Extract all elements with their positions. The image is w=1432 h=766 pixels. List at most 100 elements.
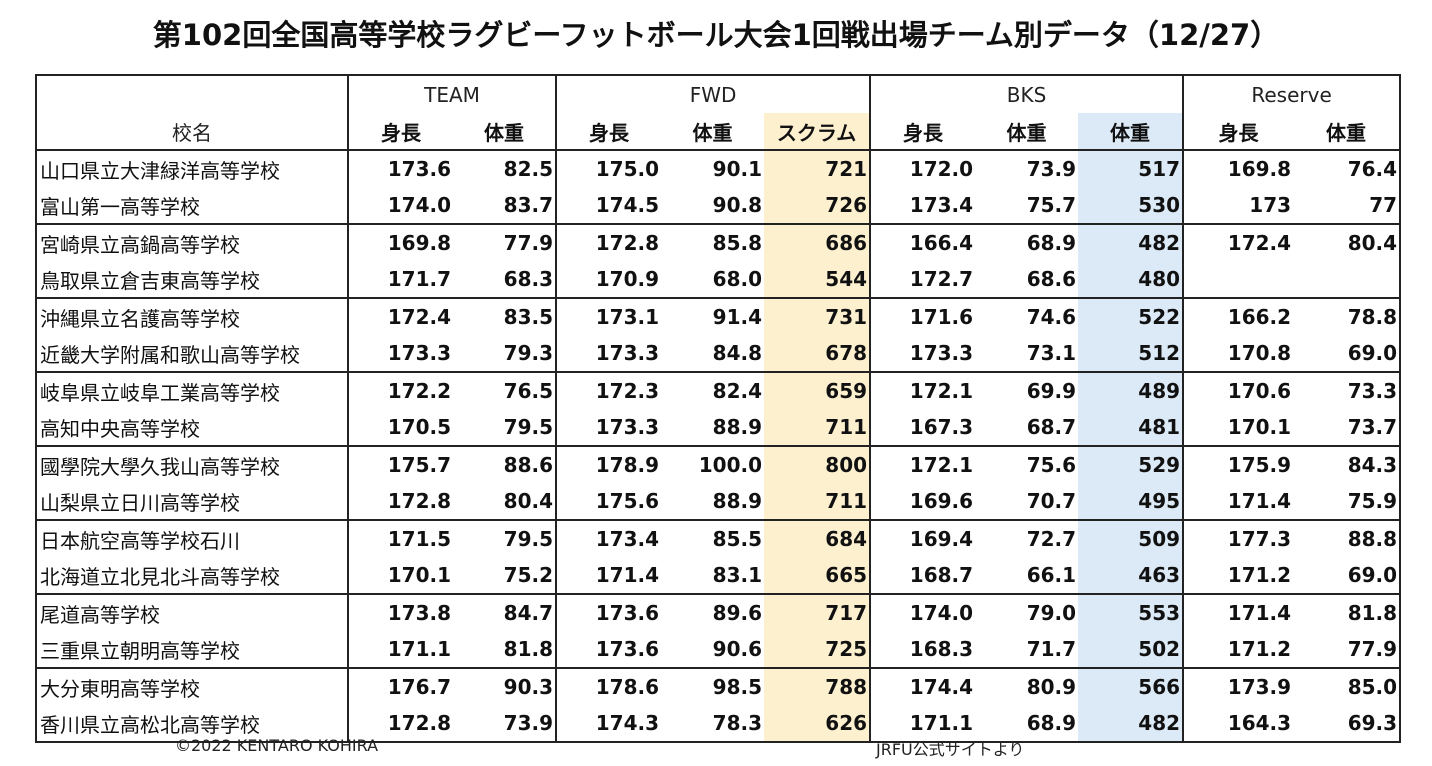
team-weight-cell: 73.9 — [503, 711, 554, 735]
team-weight-cell: 82.5 — [503, 157, 554, 181]
bks-height-cell: 168.3 — [869, 631, 976, 669]
reserve-weight-cell: 85.0 — [1347, 675, 1398, 699]
table-row: 富山第一高等学校 174.0 83.7 174.5 90.8 726 173.4 75.7 53… — [36, 187, 1401, 225]
reserve-weight-cell: 81.8 — [1347, 601, 1398, 625]
bks-total-weight-cell: 566 — [1078, 668, 1184, 705]
reserve-height-cell: 170.1 — [1182, 409, 1294, 447]
scrum-weight-cell: 726 — [764, 187, 871, 225]
scrum-weight-cell: 659 — [764, 372, 871, 409]
reserve-height-cell: 170.6 — [1182, 372, 1294, 409]
bks-weight-cell: 70.7 — [975, 483, 1079, 521]
scrum-weight-cell: 686 — [764, 224, 871, 261]
fwd-weight-cell: 91.4 — [712, 305, 763, 329]
school-name-cell: 鳥取県立倉吉東高等学校 — [36, 261, 348, 299]
group-header-bks: BKS — [869, 75, 1184, 113]
fwd-height-cell: 173.3 — [555, 335, 662, 373]
reserve-weight-cell: 77 — [1293, 187, 1401, 225]
group-header-reserve: Reserve — [1182, 75, 1401, 113]
fwd-weight-cell: 88.9 — [661, 483, 765, 521]
school-name-cell: 宮崎県立高鍋高等学校 — [40, 232, 240, 257]
team-weight-cell: 68.3 — [453, 261, 557, 299]
team-height-cell: 171.7 — [347, 261, 453, 299]
bks-total-weight-cell: 482 — [1078, 705, 1184, 742]
copyright-text: ©2022 KENTARO KOHIRA — [175, 736, 379, 755]
school-name-cell: 香川県立高松北高等学校 — [40, 712, 260, 737]
school-name-cell: 富山第一高等学校 — [36, 187, 348, 225]
scrum-weight-cell: 721 — [764, 150, 871, 187]
team-height-cell: 176.7 — [347, 668, 453, 705]
scrum-weight-cell: 788 — [764, 668, 871, 705]
fwd-height-cell: 178.6 — [555, 668, 662, 705]
fwd-weight-cell: 100.0 — [698, 453, 763, 477]
table-row: 宮崎県立高鍋高等学校 169.8 77.9 172.8 85.8 686 166.4 68.9… — [36, 224, 1400, 261]
bks-weight-cell: 66.1 — [975, 557, 1079, 595]
bks-total-weight-cell: 512 — [1078, 335, 1184, 373]
bks-total-weight-cell: 463 — [1078, 557, 1184, 595]
reserve-height-cell — [1182, 261, 1294, 299]
fwd-weight-cell: 78.3 — [712, 711, 763, 735]
team-weight-cell: 90.3 — [503, 675, 554, 699]
bks-height-cell: 169.6 — [869, 483, 976, 521]
fwd-weight-cell: 85.5 — [712, 527, 763, 551]
reserve-weight-cell: 78.8 — [1347, 305, 1398, 329]
team-height-cell: 175.7 — [347, 446, 453, 483]
column-header-team-height: 身長 — [347, 113, 453, 151]
table-row: 香川県立高松北高等学校 172.8 73.9 174.3 78.3 626 171.1 68.… — [36, 705, 1400, 742]
reserve-weight-cell: 80.4 — [1347, 231, 1398, 255]
reserve-weight-cell — [1293, 261, 1401, 299]
team-weight-cell: 80.4 — [453, 483, 557, 521]
scrum-weight-cell: 711 — [764, 483, 871, 521]
team-weight-cell: 76.5 — [503, 379, 554, 403]
bks-weight-cell: 68.6 — [975, 261, 1079, 299]
school-name-cell: 北海道立北見北斗高等学校 — [36, 557, 348, 595]
team-height-cell: 170.5 — [347, 409, 453, 447]
bks-height-cell: 166.4 — [869, 224, 976, 261]
scrum-weight-cell: 678 — [764, 335, 871, 373]
team-height-cell: 174.0 — [347, 187, 453, 225]
bks-total-weight-cell: 522 — [1078, 298, 1184, 335]
bks-weight-cell: 72.7 — [1026, 527, 1077, 551]
fwd-height-cell: 173.1 — [555, 298, 662, 335]
bks-weight-cell: 68.9 — [1026, 711, 1077, 735]
scrum-weight-cell: 717 — [764, 594, 871, 631]
bks-total-weight-cell: 502 — [1078, 631, 1184, 669]
school-name-cell: 山梨県立日川高等学校 — [36, 483, 348, 521]
group-header-fwd: FWD — [555, 75, 871, 113]
bks-weight-cell: 74.6 — [1026, 305, 1077, 329]
reserve-height-cell: 170.8 — [1182, 335, 1294, 373]
fwd-height-cell: 173.6 — [555, 631, 662, 669]
team-weight-cell: 81.8 — [453, 631, 557, 669]
column-header-fwd-height: 身長 — [555, 113, 662, 151]
bks-height-cell: 173.4 — [869, 187, 976, 225]
table-row: 北海道立北見北斗高等学校 170.1 75.2 171.4 83.1 665 168.7 66… — [36, 557, 1401, 595]
team-weight-cell: 79.5 — [453, 409, 557, 447]
table-row: 山口県立大津緑洋高等学校 173.6 82.5 175.0 90.1 721 172.0 73… — [36, 150, 1400, 187]
school-name-cell: 三重県立朝明高等学校 — [36, 631, 348, 669]
table-row: 大分東明高等学校 176.7 90.3 178.6 98.5 788 174.4 80.9 56… — [36, 668, 1400, 705]
team-weight-cell: 84.7 — [503, 601, 554, 625]
fwd-height-cell: 173.6 — [555, 594, 662, 631]
fwd-weight-cell: 85.8 — [712, 231, 763, 255]
bks-height-cell: 172.7 — [869, 261, 976, 299]
fwd-height-cell: 175.0 — [555, 150, 662, 187]
fwd-weight-cell: 90.6 — [661, 631, 765, 669]
fwd-height-cell: 171.4 — [555, 557, 662, 595]
bks-height-cell: 167.3 — [869, 409, 976, 447]
column-header-fwd-weight: 体重 — [661, 113, 765, 151]
fwd-height-cell: 174.5 — [555, 187, 662, 225]
bks-height-cell: 171.6 — [869, 298, 976, 335]
school-name-cell: 國學院大學久我山高等学校 — [40, 454, 280, 479]
scrum-weight-cell: 731 — [764, 298, 871, 335]
fwd-weight-cell: 90.1 — [712, 157, 763, 181]
scrum-weight-cell: 626 — [764, 705, 871, 742]
reserve-weight-cell: 69.0 — [1293, 557, 1401, 595]
bks-weight-cell: 80.9 — [1026, 675, 1077, 699]
fwd-weight-cell: 90.8 — [661, 187, 765, 225]
bks-weight-cell: 69.9 — [1026, 379, 1077, 403]
school-name-cell: 近畿大学附属和歌山高等学校 — [36, 335, 348, 373]
fwd-height-cell: 174.3 — [555, 705, 662, 742]
table-row: 日本航空高等学校石川 171.5 79.5 173.4 85.5 684 169.4 72.7… — [36, 520, 1400, 557]
reserve-weight-cell: 88.8 — [1347, 527, 1398, 551]
bks-weight-cell: 79.0 — [1026, 601, 1077, 625]
team-height-cell: 173.6 — [347, 150, 453, 187]
